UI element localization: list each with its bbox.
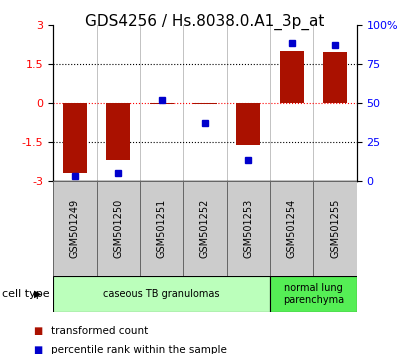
Text: caseous TB granulomas: caseous TB granulomas [103,289,219,299]
Text: GSM501249: GSM501249 [70,199,80,258]
Text: cell type: cell type [2,289,49,299]
Bar [279,51,303,103]
Bar [149,103,173,104]
Text: ■: ■ [33,326,42,336]
Bar [53,276,270,312]
Bar [236,103,260,145]
Text: GSM501252: GSM501252 [200,199,209,258]
Text: GSM501251: GSM501251 [156,199,166,258]
Text: GSM501254: GSM501254 [286,199,296,258]
Text: GDS4256 / Hs.8038.0.A1_3p_at: GDS4256 / Hs.8038.0.A1_3p_at [85,14,324,30]
Bar [270,276,356,312]
Bar [139,181,183,276]
Bar [63,103,87,173]
Bar [106,103,130,160]
Bar [322,52,346,103]
Text: normal lung
parenchyma: normal lung parenchyma [282,283,343,305]
Text: ■: ■ [33,346,42,354]
Bar [183,181,226,276]
Bar [226,181,270,276]
Text: GSM501250: GSM501250 [113,199,123,258]
Bar [270,181,312,276]
Text: transformed count: transformed count [51,326,148,336]
Bar [193,103,216,104]
Text: ▶: ▶ [34,289,41,299]
Text: percentile rank within the sample: percentile rank within the sample [51,346,227,354]
Bar [312,181,356,276]
Text: GSM501255: GSM501255 [329,199,339,258]
Bar [53,181,97,276]
Bar [97,181,139,276]
Text: GSM501253: GSM501253 [243,199,253,258]
